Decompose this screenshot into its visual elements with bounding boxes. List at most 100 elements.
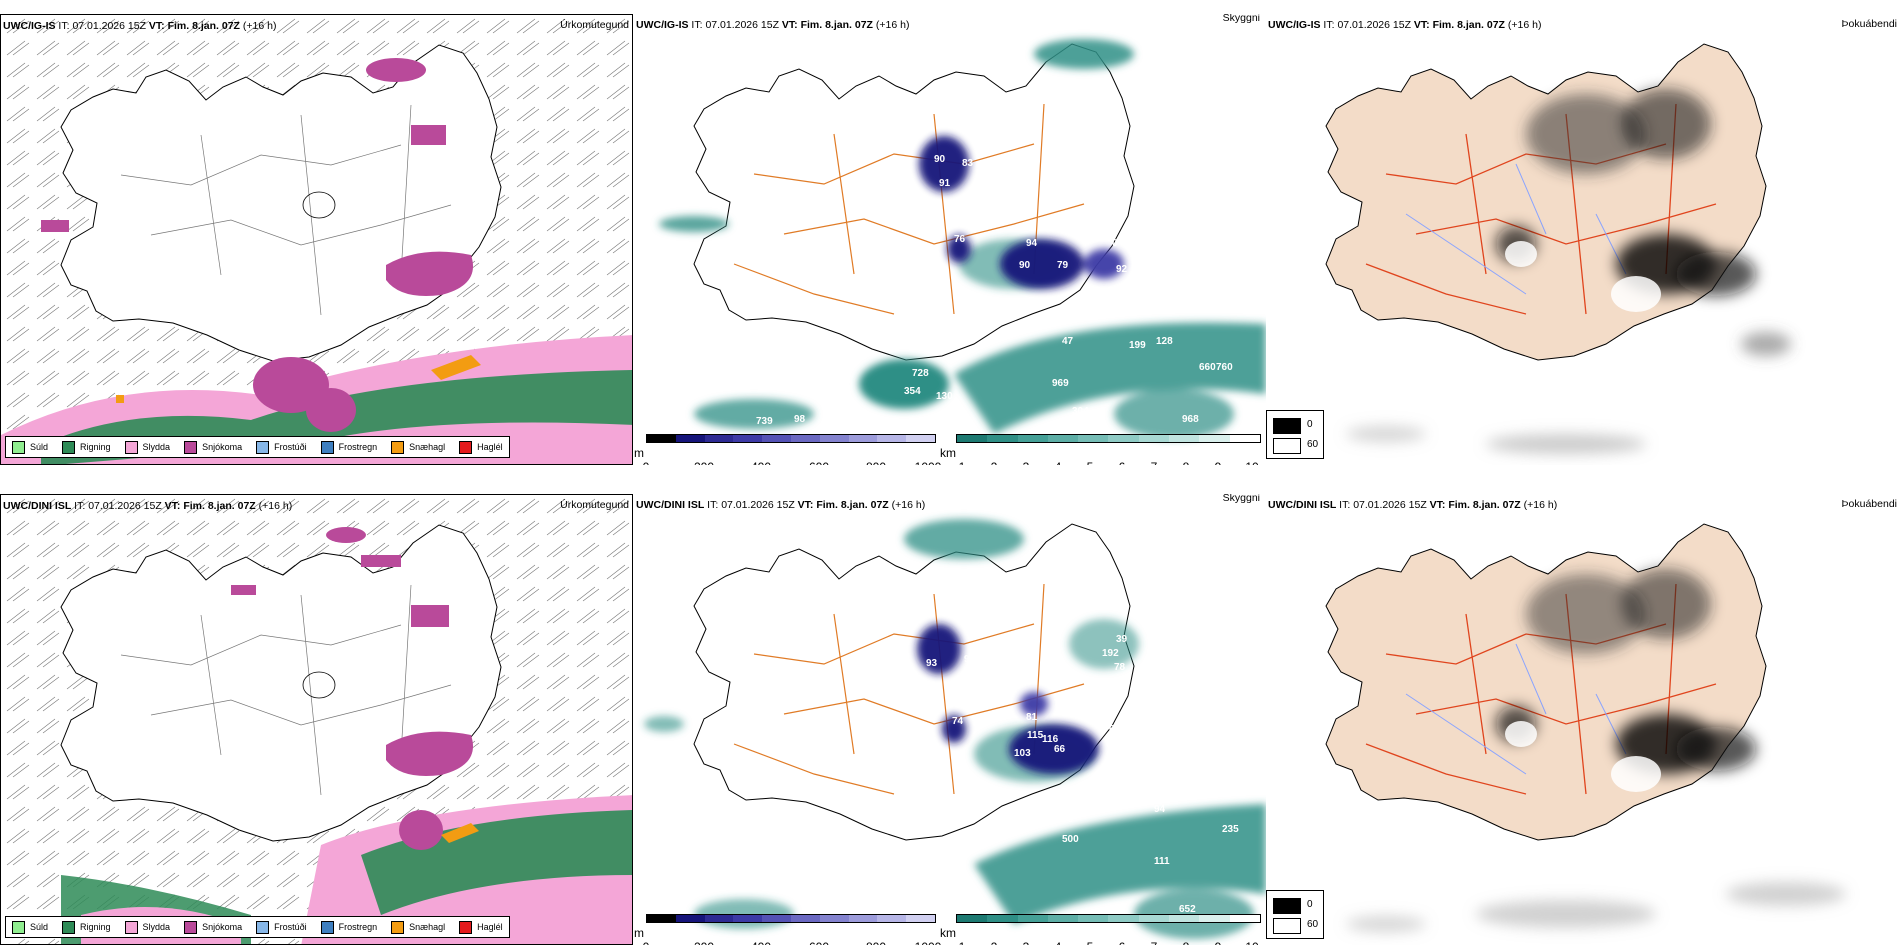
ceiling-label: 115: [1027, 730, 1044, 741]
swatch-freezing-rain: [320, 440, 334, 454]
panel-header: UWC/IG-IS IT: 07.01.2026 15Z VT: Fim. 8.…: [636, 19, 910, 31]
ceiling-label: 760: [1216, 362, 1233, 373]
legend-item: Frostúði: [256, 920, 307, 934]
ceiling-label: 199: [1129, 340, 1146, 351]
legend-item: Rigning: [62, 440, 111, 454]
ceiling-label: 728: [912, 368, 929, 379]
precip-type-panel-row1: UWC/IG-IS IT: 07.01.2026 15Z VT: Fim. 8.…: [0, 14, 633, 465]
ceiling-label: 76: [954, 234, 966, 245]
swatch-freezing-rain: [320, 920, 334, 934]
legend-item: Snjókoma: [184, 440, 242, 454]
legend-item: Slydda: [124, 440, 170, 454]
ceiling-label: 92: [1116, 264, 1128, 275]
precip-legend: Súld Rigning Slydda Snjókoma Frostúði Fr…: [5, 436, 510, 458]
panel-header: UWC/DINI ISL IT: 07.01.2026 15Z VT: Fim.…: [636, 499, 926, 511]
ceiling-label: 832: [1026, 574, 1043, 585]
ceiling-label: 74: [1054, 698, 1066, 709]
panel-param-title: Úrkomutegund: [560, 499, 629, 511]
ceiling-label: 63: [1062, 814, 1074, 825]
ceiling-label: 969: [1052, 378, 1069, 389]
swatch-graupel: [391, 920, 405, 934]
ceiling-label: 130: [936, 391, 953, 402]
ceiling-label: 116: [1042, 734, 1059, 745]
visibility-map-row2: 832 93 92 429 74 81 74 115 116 103 66 68…: [644, 519, 1266, 939]
ceiling-label: 80: [1119, 744, 1131, 755]
ceiling-label: 192: [1102, 648, 1119, 659]
fog-key-max-swatch: [1273, 438, 1301, 454]
swatch-snow: [184, 440, 198, 454]
swatch-freezing-drizzle: [256, 440, 270, 454]
visibility-panel-row2: 832 93 92 429 74 81 74 115 116 103 66 68…: [634, 494, 1266, 945]
ceiling-label: 16: [1086, 296, 1098, 307]
precip-legend: Súld Rigning Slydda Snjókoma Frostúði Fr…: [5, 916, 510, 938]
ceiling-label: 0: [1112, 238, 1118, 249]
precip-map-row2: [1, 495, 632, 944]
precip-map-row1: [1, 15, 632, 464]
legend-item: Haglél: [459, 920, 503, 934]
ceiling-label: 81: [1026, 712, 1038, 723]
panel-header: UWC/IG-IS IT: 07.01.2026 15Z VT: Fim. 8.…: [1268, 19, 1542, 31]
fog-key-max-swatch: [1273, 918, 1301, 934]
fog-map-row1: [1325, 43, 1791, 454]
legend-item: Frostregn: [320, 920, 377, 934]
panel-param-title: Úrkomutegund: [560, 19, 629, 31]
ceiling-label: 66: [1054, 744, 1066, 755]
ceiling-colorbar: m 0 200 400 600 800 1000: [634, 434, 941, 465]
swatch-graupel: [391, 440, 405, 454]
ceiling-label: 83: [962, 158, 974, 169]
ceiling-label: 660: [1199, 362, 1216, 373]
swatch-rain: [62, 440, 76, 454]
ceiling-label: 80: [986, 168, 998, 179]
ceiling-label: 429: [986, 681, 1003, 692]
panel-param-title: Skyggni: [1222, 14, 1260, 24]
ceiling-label: 91: [939, 178, 951, 189]
ceiling-label: 93: [926, 658, 938, 669]
panel-header: UWC/DINI ISL IT: 07.01.2026 15Z VT: Fim.…: [3, 500, 293, 512]
legend-item: Snæhagl: [391, 920, 445, 934]
swatch-sleet: [124, 920, 138, 934]
legend-item: Frostregn: [320, 440, 377, 454]
legend-item: Rigning: [62, 920, 111, 934]
ceiling-label: 76: [1054, 218, 1066, 229]
visibility-colorbar: km 1 2 3 4 5 6 7 8 9 10: [940, 434, 1262, 465]
fog-key-min-swatch: [1273, 418, 1301, 434]
legend-item: Snæhagl: [391, 440, 445, 454]
fog-key-row1: 0 60: [1266, 410, 1324, 459]
legend-item: Haglél: [459, 440, 503, 454]
fog-panel-row1: UWC/IG-IS IT: 07.01.2026 15Z VT: Fim. 8.…: [1266, 14, 1900, 465]
ceiling-label: 90: [1019, 260, 1031, 271]
ceiling-label: 92: [964, 654, 976, 665]
swatch-rain: [62, 920, 76, 934]
ceiling-label: 968: [1182, 414, 1199, 425]
ceiling-label: 47: [1062, 336, 1074, 347]
ceiling-label: 78: [1114, 662, 1126, 673]
panel-param-title: Þokuábendi: [1841, 498, 1897, 510]
ceiling-label: 354: [904, 386, 921, 397]
fog-key-row2: 0 60: [1266, 890, 1324, 939]
ceiling-label: 39: [1116, 634, 1128, 645]
ceiling-label: 223: [746, 878, 763, 889]
ceiling-label: 94: [1026, 238, 1038, 249]
ceiling-label: 98: [794, 414, 806, 425]
swatch-sleet: [124, 440, 138, 454]
swatch-drizzle: [12, 920, 25, 934]
ceiling-label: 79: [1057, 260, 1069, 271]
swatch-drizzle: [12, 440, 25, 454]
legend-item: Súld: [12, 440, 48, 454]
ceiling-label: 128: [1156, 336, 1173, 347]
legend-item: Súld: [12, 920, 48, 934]
fog-map-row2: [1325, 523, 1846, 932]
swatch-snow: [184, 920, 198, 934]
legend-item: Frostúði: [256, 440, 307, 454]
ceiling-label: 74: [952, 716, 964, 727]
panel-param-title: Skyggni: [1222, 494, 1260, 504]
visibility-colorbar: km 1 2 3 4 5 6 7 8 9 10: [940, 914, 1262, 945]
ceiling-label: 111: [1154, 856, 1170, 867]
fog-key-min-swatch: [1273, 898, 1301, 914]
visibility-map-row1: 90 83 91 80 22 76 94 76 90 79 92 0 82 16…: [659, 39, 1266, 439]
ceiling-label: 235: [1222, 824, 1239, 835]
panel-header: UWC/IG-IS IT: 07.01.2026 15Z VT: Fim. 8.…: [3, 20, 277, 32]
ceiling-label: 82: [1096, 146, 1108, 157]
legend-item: Snjókoma: [184, 920, 242, 934]
ceiling-label: 94: [1154, 804, 1166, 815]
